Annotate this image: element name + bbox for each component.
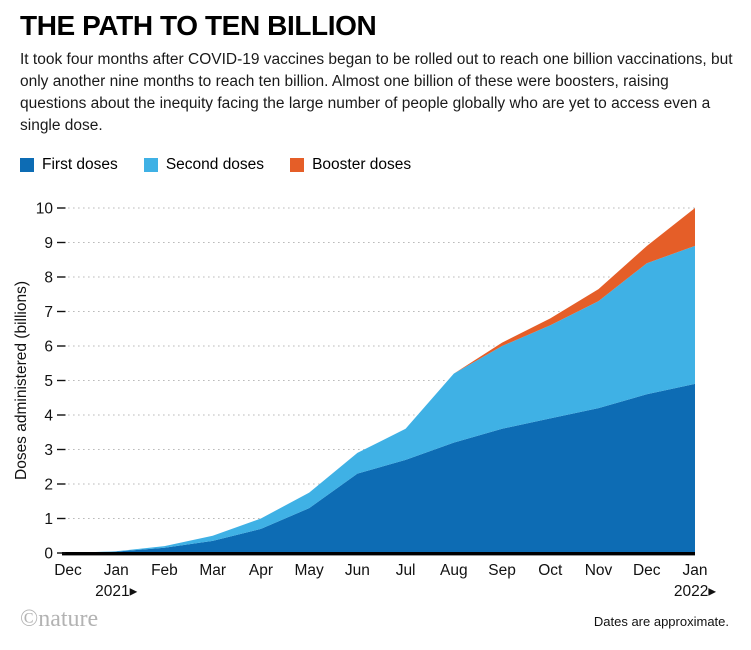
x-tick-label: Dec [633,562,661,579]
y-tick-label: 7 [44,304,53,321]
first-doses-swatch-icon [20,158,34,172]
x-tick-label: Sep [488,562,516,579]
y-tick-label: 6 [44,339,53,356]
y-tick-label: 4 [44,408,53,425]
y-tick-label: 2 [44,477,53,494]
x-tick-label: Jun [345,562,370,579]
x-tick-label: Feb [151,562,178,579]
y-tick-label: 10 [36,201,54,218]
second-doses-swatch-icon [143,158,158,172]
x-tick-label: Nov [585,562,613,579]
legend-label: Booster doses [312,156,412,173]
y-tick-label: 5 [44,373,53,390]
area-first-doses [68,383,695,553]
legend-label: First doses [42,156,118,173]
legend-item-first-doses: First doses [20,156,118,174]
y-tick-label: 3 [44,442,53,459]
x-tick-label: May [295,562,325,579]
area-second-doses [68,245,695,553]
y-tick-label: 1 [44,511,53,528]
y-axis-title: Doses administered (billions) [13,281,30,480]
x-tick-label: Dec [54,562,82,579]
y-tick-label: 0 [44,546,53,563]
x-tick-label: Mar [199,562,226,579]
chart-legend: First doses Second doses Booster doses [20,156,411,174]
y-tick-label: 9 [44,235,53,252]
year-marker: 2022▶ [674,583,716,600]
x-axis-line [62,552,695,556]
x-tick-label: Apr [249,562,273,579]
legend-label: Second doses [165,156,265,173]
chart-description: It took four months after COVID-19 vacci… [20,51,733,134]
x-tick-label: Aug [440,562,468,579]
booster-doses-swatch-icon [290,158,305,172]
year-marker: 2021▶ [95,583,137,600]
legend-item-second-doses: Second doses [143,156,265,174]
legend-item-booster-doses: Booster doses [290,156,411,174]
x-tick-label: Jan [104,562,129,579]
y-tick-label: 8 [44,270,53,287]
x-tick-label: Jan [683,562,708,579]
footnote: Dates are approximate. [593,614,729,629]
stacked-area-chart: 0 1 2 3 4 5 6 7 8 9 10 Dec Jan Feb Mar Apr May Jun Jul Aug S… [13,201,716,601]
x-tick-label: Jul [396,562,416,579]
page-title: THE PATH TO TEN BILLION [20,10,377,41]
nature-logo: ©nature [20,606,99,632]
x-tick-label: Oct [538,562,563,579]
